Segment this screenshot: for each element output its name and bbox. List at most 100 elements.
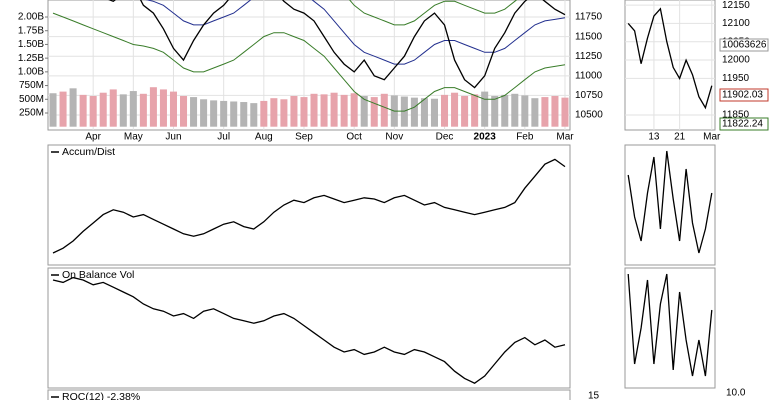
volume-bar	[260, 100, 268, 127]
annotation: 10.0	[726, 388, 746, 399]
x-tick-label: 13	[648, 132, 660, 143]
y2-tick-label: 1.00B	[18, 66, 44, 77]
volume-bar	[169, 91, 177, 127]
plot-area	[625, 0, 715, 130]
volume-bar	[380, 93, 388, 127]
volume-bar	[501, 94, 509, 127]
y-tick-label: 11950	[722, 73, 750, 84]
volume-bar	[531, 98, 539, 127]
panel-frame	[624, 0, 716, 131]
volume-bar	[210, 100, 218, 127]
price-line	[52, 276, 566, 384]
y-tick-label: 11850	[722, 110, 750, 121]
panel-frame	[624, 144, 716, 266]
volume-bar	[109, 89, 117, 127]
indicator-line	[349, 0, 518, 26]
panel	[47, 389, 571, 400]
volume-bar	[320, 94, 328, 127]
x-tick-label: May	[124, 132, 143, 143]
value-box-label: 11822.24	[722, 119, 763, 130]
volume-bar	[129, 91, 137, 127]
price-line	[627, 273, 713, 377]
y2-tick-label: 1.25B	[18, 53, 44, 64]
volume-bar	[451, 92, 459, 127]
volume-bar	[551, 95, 559, 127]
volume-bar	[370, 97, 378, 127]
panel	[624, 267, 716, 389]
volume-bar	[521, 95, 529, 127]
y-tick-label: 11000	[575, 70, 603, 81]
volume-bar	[180, 95, 188, 127]
value-box-label: 11902.03	[722, 90, 763, 101]
value-box	[719, 38, 769, 52]
panel-frame	[47, 389, 571, 400]
volume-bar	[340, 94, 348, 127]
y-tick-label: 10750	[575, 90, 603, 101]
price-line	[52, 158, 566, 254]
price-line	[627, 7, 713, 110]
x-tick-label: Jul	[217, 132, 230, 143]
volume-bar	[400, 96, 408, 127]
volume-bar	[491, 95, 499, 127]
volume-bar	[420, 98, 428, 127]
volume-bar	[99, 92, 107, 127]
volume-bar	[190, 97, 198, 127]
volume-bar	[290, 95, 298, 127]
volume-bar	[461, 95, 469, 127]
y-tick-label: 11250	[575, 51, 603, 62]
panel-frame	[47, 267, 571, 389]
value-box	[719, 88, 769, 102]
volume-bar	[240, 102, 248, 127]
volume-bar	[430, 98, 438, 127]
panel-title: On Balance Vol	[62, 269, 134, 281]
volume-bar	[159, 89, 167, 127]
volume-bar	[310, 93, 318, 127]
volume-bar	[330, 92, 338, 127]
x-tick-label: Jun	[165, 132, 181, 143]
price-line	[108, 0, 566, 89]
plot-area	[52, 276, 566, 384]
x-tick-label: Mar	[556, 132, 574, 143]
y2-tick-label: 1.75B	[18, 25, 44, 36]
x-tick-label: Aug	[255, 132, 273, 143]
volume-bar	[79, 94, 87, 127]
volume-bar	[410, 97, 418, 127]
y2-tick-label: 1.50B	[18, 39, 44, 50]
y-tick-label: 12150	[722, 0, 750, 11]
volume-bar	[481, 91, 489, 127]
x-tick-label: Feb	[516, 132, 534, 143]
y2-tick-label: 750M	[19, 80, 44, 91]
panel-title: Accum/Dist	[62, 146, 115, 158]
panel	[47, 267, 571, 389]
volume-bar	[471, 94, 479, 127]
value-box-label: 10063626	[722, 40, 767, 51]
y-tick-label: 12000	[722, 55, 750, 66]
panel	[624, 144, 716, 266]
y2-tick-label: 2.00B	[18, 12, 44, 23]
volume-bar	[511, 93, 519, 127]
x-tick-label: Apr	[85, 132, 101, 143]
volume-bar	[220, 100, 228, 127]
plot-area	[627, 150, 713, 254]
indicator-line	[145, 0, 566, 65]
y-tick-label: 10500	[575, 110, 603, 121]
volume-bar	[270, 98, 278, 127]
panel-frame	[47, 144, 571, 266]
volume-bar	[250, 103, 258, 127]
y2-tick-label: 250M	[19, 108, 44, 119]
volume-bar	[139, 93, 147, 127]
x-tick-label: 21	[674, 132, 686, 143]
y-tick-label: 12100	[722, 18, 750, 29]
volume-bar	[360, 95, 368, 127]
y-tick-label: 11750	[575, 12, 603, 23]
x-tick-label: Sep	[295, 132, 313, 143]
volume-bar	[300, 97, 308, 127]
volume-bar	[441, 94, 449, 127]
volume-bar	[561, 97, 569, 127]
x-tick-label: Nov	[385, 132, 403, 143]
volume-bar	[119, 94, 127, 127]
volume-bar	[350, 93, 358, 127]
plot-area	[48, 0, 570, 130]
volume-bar	[230, 101, 238, 127]
x-tick-label: Mar	[703, 132, 721, 143]
